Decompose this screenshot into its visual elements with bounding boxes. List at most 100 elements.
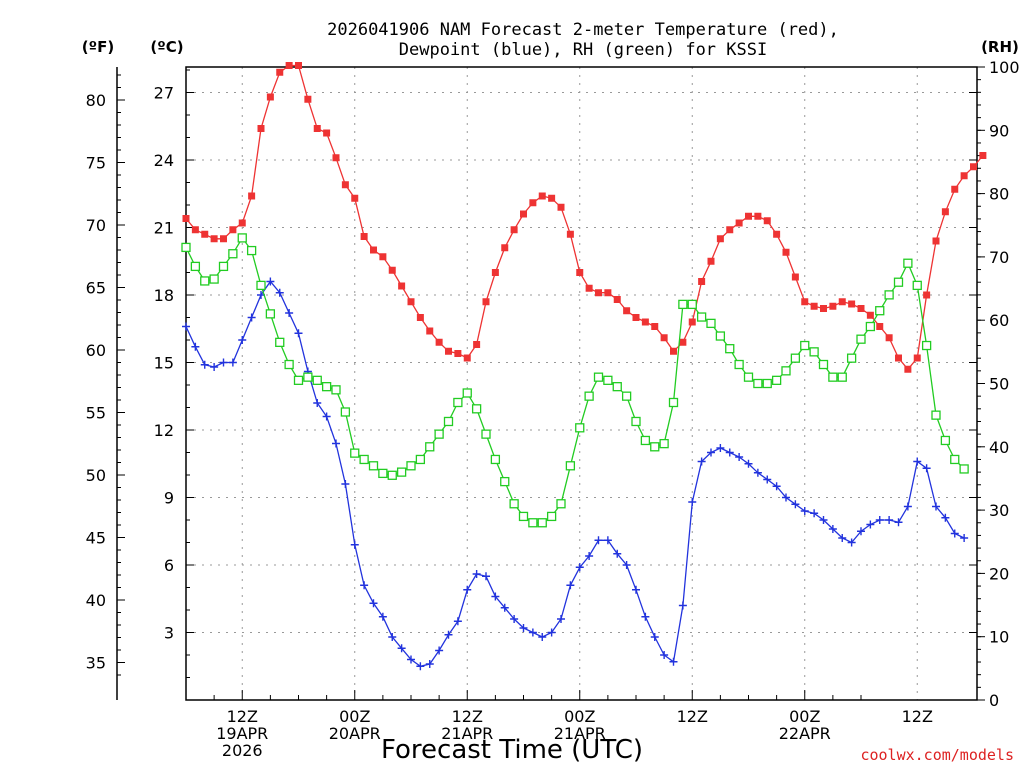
- x-tick-label: 12Z: [452, 707, 483, 726]
- temperature-point: [304, 95, 312, 103]
- rh-point: [950, 454, 960, 465]
- dewpoint-point: [838, 534, 847, 542]
- series-layer: [181, 62, 987, 671]
- temperature-point: [763, 217, 771, 225]
- rh-point: [734, 359, 744, 370]
- dewpoint-point: [885, 516, 894, 524]
- rh-point: [659, 438, 669, 449]
- fahrenheit-tick-label: 60: [86, 341, 106, 360]
- dewpoint-point: [772, 482, 781, 491]
- series-temperature: [182, 62, 987, 373]
- rh-point: [828, 372, 838, 382]
- dewpoint-point: [744, 459, 753, 468]
- temperature-point: [501, 244, 509, 252]
- temperature-point: [623, 307, 631, 315]
- plot-area: [186, 67, 977, 700]
- celsius-tick-label: 24: [154, 151, 174, 170]
- rh-point: [631, 416, 641, 427]
- rh-point: [181, 242, 191, 253]
- temperature-point: [641, 318, 649, 326]
- temperature-point: [201, 230, 209, 238]
- rh-point: [837, 372, 847, 382]
- dewpoint-point: [538, 633, 547, 641]
- temperature-point: [435, 338, 443, 346]
- x-tick-label: 12Z: [902, 707, 933, 726]
- x-tick-label: 00Z: [789, 707, 820, 726]
- rh-point: [575, 423, 585, 433]
- temperature-point: [932, 237, 940, 245]
- dewpoint-point: [753, 468, 762, 477]
- temperature-point: [257, 125, 265, 132]
- dewpoint-point: [875, 516, 884, 524]
- dewpoint-point: [650, 633, 659, 641]
- temperature-point: [388, 266, 396, 274]
- rh-point: [921, 340, 932, 351]
- temperature-point: [782, 248, 790, 256]
- x-tick-label: 21APR: [441, 724, 493, 743]
- dewpoint-point: [247, 313, 256, 322]
- dewpoint-point: [735, 453, 744, 461]
- temperature-point: [360, 233, 368, 240]
- dewpoint-point: [435, 646, 444, 655]
- rh-point: [612, 382, 622, 392]
- temperature-point: [745, 212, 752, 220]
- rh-point: [809, 347, 819, 357]
- dewpoint-point: [678, 601, 687, 610]
- fahrenheit-tick-label: 80: [86, 91, 106, 110]
- dewpoint-point: [810, 509, 819, 518]
- dewpoint-point: [725, 448, 734, 457]
- celsius-tick-label: 12: [154, 421, 174, 440]
- dewpoint-point: [425, 660, 434, 668]
- temperature-point: [510, 226, 518, 234]
- rh-point: [190, 261, 201, 272]
- dewpoint-point: [416, 662, 425, 671]
- rh-point: [378, 468, 388, 479]
- dewpoint-point: [894, 518, 903, 527]
- temperature-point: [604, 289, 612, 297]
- rh-tick-label: 90: [989, 121, 1009, 140]
- temperature-point: [791, 273, 799, 281]
- fahrenheit-tick-label: 35: [86, 654, 106, 673]
- rh-point: [781, 366, 791, 376]
- dewpoint-point: [828, 525, 837, 533]
- rh-point: [818, 359, 829, 370]
- temperature-point: [482, 298, 490, 306]
- temperature-point: [726, 226, 734, 234]
- rh-tick-label: 0: [989, 691, 999, 710]
- celsius-tick-label: 18: [154, 286, 174, 305]
- dewpoint-point: [603, 536, 612, 545]
- temperature-point: [473, 341, 481, 348]
- rh-point: [603, 375, 613, 385]
- dewpoint-point: [819, 516, 828, 524]
- temperature-point: [210, 235, 218, 243]
- dewpoint-point: [369, 599, 378, 608]
- dewpoint-point: [453, 617, 462, 626]
- dewpoint-point: [632, 585, 640, 594]
- celsius-tick-label: 9: [164, 489, 174, 508]
- rh-point: [584, 391, 594, 401]
- dewpoint-point: [332, 439, 340, 448]
- rh-point: [903, 258, 913, 268]
- rh-tick-label: 80: [989, 185, 1009, 204]
- temperature-point: [370, 246, 377, 254]
- x-tick-label: 00Z: [339, 707, 370, 726]
- x-tick-label: 21APR: [554, 724, 606, 743]
- dewpoint-point: [950, 529, 959, 538]
- dewpoint-point: [200, 360, 209, 369]
- dewpoint-point: [922, 464, 931, 473]
- temperature-point: [951, 185, 959, 193]
- rh-tick-label: 100: [989, 58, 1020, 77]
- dewpoint-point: [322, 412, 331, 421]
- rh-point: [406, 461, 416, 471]
- rh-point: [621, 391, 632, 401]
- rh-point: [321, 382, 332, 392]
- rh-tick-label: 40: [989, 438, 1009, 457]
- rh-tick-label: 50: [989, 375, 1009, 394]
- temperature-point: [876, 323, 884, 330]
- dewpoint-point: [707, 448, 715, 457]
- rh-point: [771, 375, 782, 385]
- temperature-point: [454, 350, 462, 357]
- rh-point: [293, 375, 304, 385]
- temperature-point: [960, 172, 968, 180]
- celsius-tick-label: 21: [154, 219, 174, 238]
